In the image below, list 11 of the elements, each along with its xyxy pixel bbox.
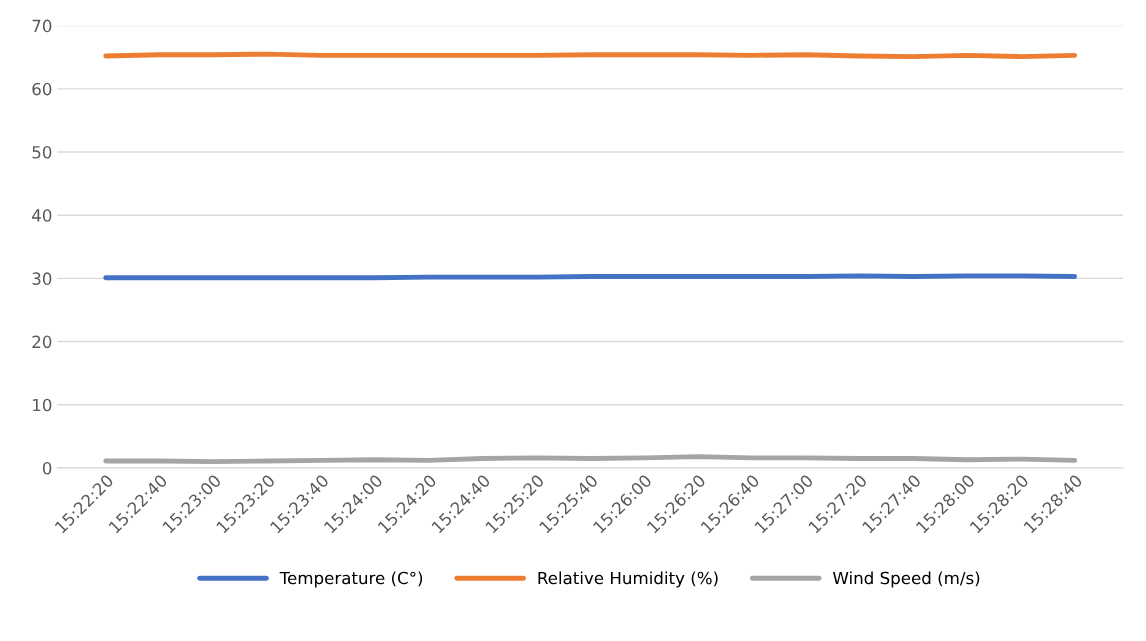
y-tick-label: 0	[42, 461, 52, 475]
legend-label: Wind Speed (m/s)	[832, 571, 980, 588]
y-tick-label: 70	[32, 19, 52, 33]
legend-label: Relative Humidity (%)	[538, 571, 718, 588]
y-tick-label: 60	[32, 82, 52, 96]
legend-label: Temperature (C°)	[279, 571, 423, 588]
y-tick-label: 10	[33, 398, 52, 412]
y-tick-label: 40	[32, 209, 52, 222]
y-tick-label: 30	[32, 272, 52, 285]
y-tick-label: 50	[32, 145, 52, 159]
y-tick-label: 20	[32, 335, 52, 349]
